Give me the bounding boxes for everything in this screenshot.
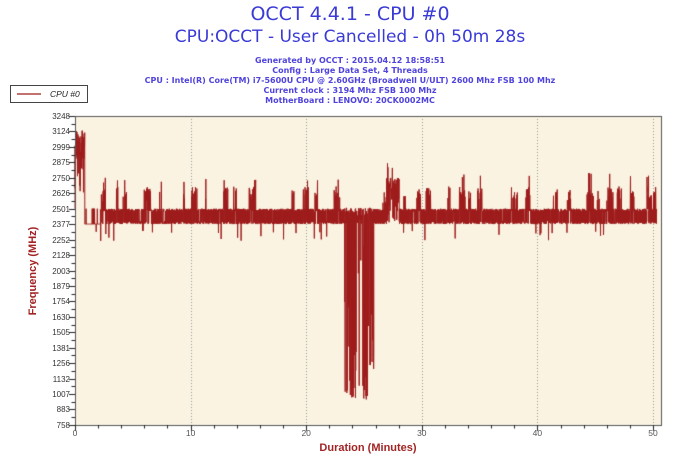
- legend-line-swatch-icon: [17, 93, 41, 95]
- info-current-clock: Current clock : 3194 Mhz FSB 100 Mhz: [263, 86, 437, 95]
- info-motherboard: MotherBoard : LENOVO: 20CK0002MC: [265, 96, 435, 105]
- graph-subtitle: CPU:OCCT - User Cancelled - 0h 50m 28s: [174, 27, 526, 47]
- legend-series-label: CPU #0: [50, 89, 80, 99]
- x-axis-title: Duration (Minutes): [319, 442, 417, 454]
- info-generated-by: Generated by OCCT : 2015.04.12 18:58:51: [255, 56, 445, 65]
- legend-box: CPU #0: [10, 85, 88, 103]
- graph-title: OCCT 4.4.1 - CPU #0: [250, 3, 450, 25]
- frequency-chart-canvas: [60, 108, 670, 444]
- y-axis-title: Frequency (MHz): [27, 226, 39, 316]
- info-cpu: CPU : Intel(R) Core(TM) i7-5600U CPU @ 2…: [144, 76, 556, 85]
- info-config: Config : Large Data Set, 4 Threads: [272, 66, 428, 75]
